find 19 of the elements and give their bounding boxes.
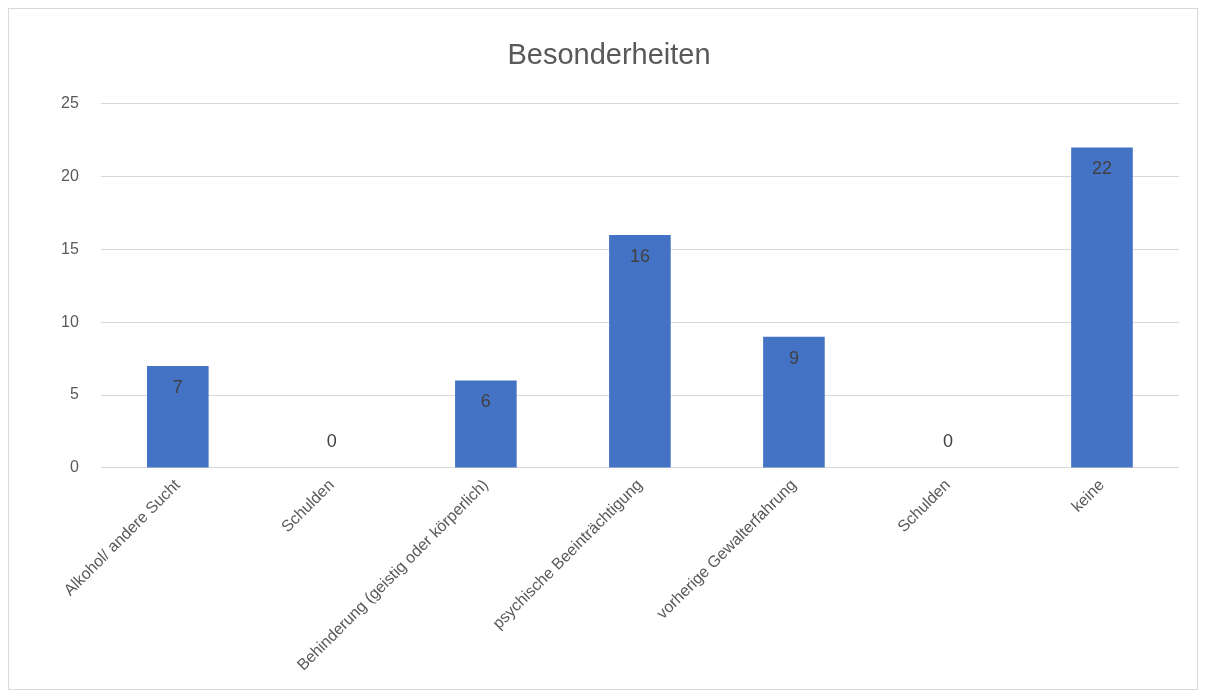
y-tick-label: 0 <box>69 458 79 476</box>
data-label: 0 <box>942 430 953 451</box>
y-tick-label: 10 <box>61 312 79 330</box>
data-label: 7 <box>172 376 183 397</box>
bar <box>763 336 825 468</box>
data-label: 22 <box>1091 158 1112 179</box>
y-tick-label: 5 <box>69 385 79 403</box>
bar <box>455 380 517 468</box>
y-tick-label: 15 <box>61 239 79 257</box>
bar <box>1071 147 1133 468</box>
bar <box>609 234 671 468</box>
data-label: 0 <box>326 430 337 451</box>
y-tick-label: 25 <box>61 94 79 112</box>
data-label: 16 <box>629 245 650 266</box>
chart-title: Besonderheiten <box>507 38 711 71</box>
bar <box>147 365 209 468</box>
data-label: 9 <box>788 347 799 368</box>
y-tick-label: 20 <box>61 167 79 185</box>
data-label: 6 <box>480 391 491 412</box>
